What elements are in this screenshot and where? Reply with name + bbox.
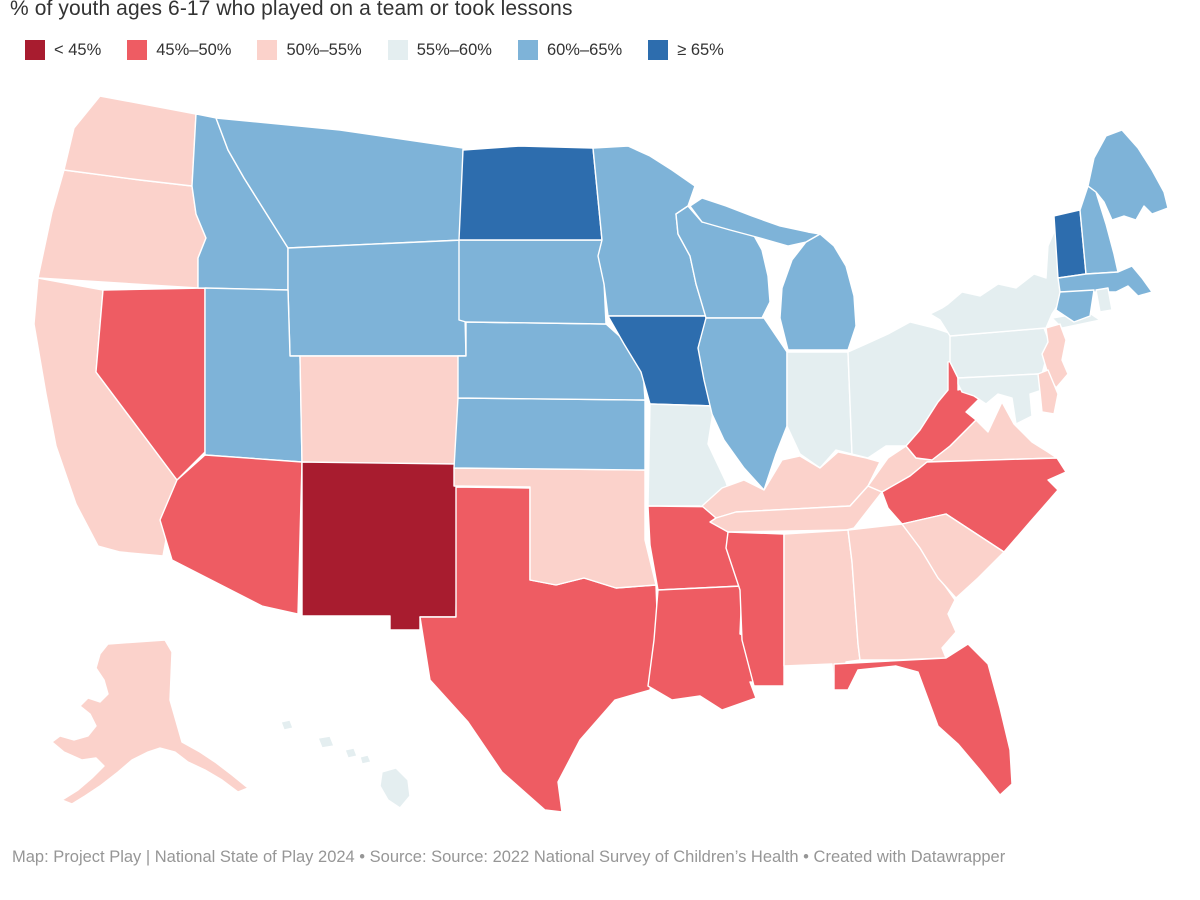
- legend-swatch: [387, 40, 408, 60]
- state-ks[interactable]: [453, 397, 646, 471]
- legend-label: 45%–50%: [156, 40, 232, 59]
- state-mi[interactable]: [779, 233, 857, 351]
- state-sd[interactable]: [458, 239, 607, 325]
- state-az[interactable]: [159, 454, 303, 615]
- state-ne[interactable]: [457, 321, 646, 401]
- state-ut[interactable]: [204, 287, 303, 463]
- state-sc[interactable]: [901, 513, 1005, 599]
- state-fl[interactable]: [833, 643, 1013, 796]
- legend-label: < 45%: [54, 40, 102, 59]
- state-nm[interactable]: [301, 461, 459, 631]
- state-hi[interactable]: [344, 747, 358, 759]
- legend-item: < 45%: [25, 40, 101, 60]
- state-co[interactable]: [299, 355, 467, 467]
- legend-item: 45%–50%: [127, 40, 231, 60]
- state-ct[interactable]: [1055, 289, 1095, 323]
- state-me[interactable]: [1087, 129, 1169, 221]
- state-il[interactable]: [697, 317, 788, 491]
- state-in[interactable]: [786, 351, 853, 469]
- state-tn[interactable]: [709, 485, 883, 533]
- state-ri[interactable]: [1095, 287, 1113, 313]
- legend-label: 60%–65%: [546, 40, 623, 59]
- legend-item: 60%–65%: [517, 40, 623, 60]
- chart-title: % of youth ages 6-17 who played on a tea…: [10, 0, 573, 20]
- state-nd[interactable]: [458, 145, 603, 241]
- legend-item: 55%–60%: [387, 40, 492, 60]
- legend-swatch: [127, 40, 148, 60]
- state-la[interactable]: [647, 585, 777, 711]
- legend-item: 50%–55%: [257, 40, 362, 60]
- legend-swatch: [25, 40, 45, 60]
- state-hi[interactable]: [359, 754, 372, 765]
- legend-swatch: [648, 40, 669, 60]
- state-hi[interactable]: [379, 767, 411, 809]
- legend: < 45% 45%–50% 50%–55% 55%–60% 60%–65% ≥ …: [25, 40, 724, 60]
- state-or[interactable]: [37, 169, 207, 289]
- legend-label: ≥ 65%: [677, 40, 724, 59]
- legend-swatch: [257, 40, 278, 60]
- legend-item: ≥ 65%: [648, 40, 724, 60]
- attribution: Map: Project Play | National State of Pl…: [12, 848, 1006, 866]
- state-hi[interactable]: [280, 719, 294, 731]
- state-nv[interactable]: [95, 287, 206, 481]
- state-mi[interactable]: [689, 197, 821, 247]
- state-ok[interactable]: [453, 467, 657, 589]
- state-wa[interactable]: [63, 95, 197, 187]
- state-de[interactable]: [1037, 369, 1059, 415]
- state-pa[interactable]: [949, 327, 1051, 379]
- legend-swatch: [517, 40, 538, 60]
- legend-label: 55%–60%: [416, 40, 492, 59]
- state-hi[interactable]: [317, 735, 335, 749]
- legend-label: 50%–55%: [286, 40, 362, 59]
- state-wy[interactable]: [287, 239, 467, 357]
- state-ak[interactable]: [51, 639, 249, 805]
